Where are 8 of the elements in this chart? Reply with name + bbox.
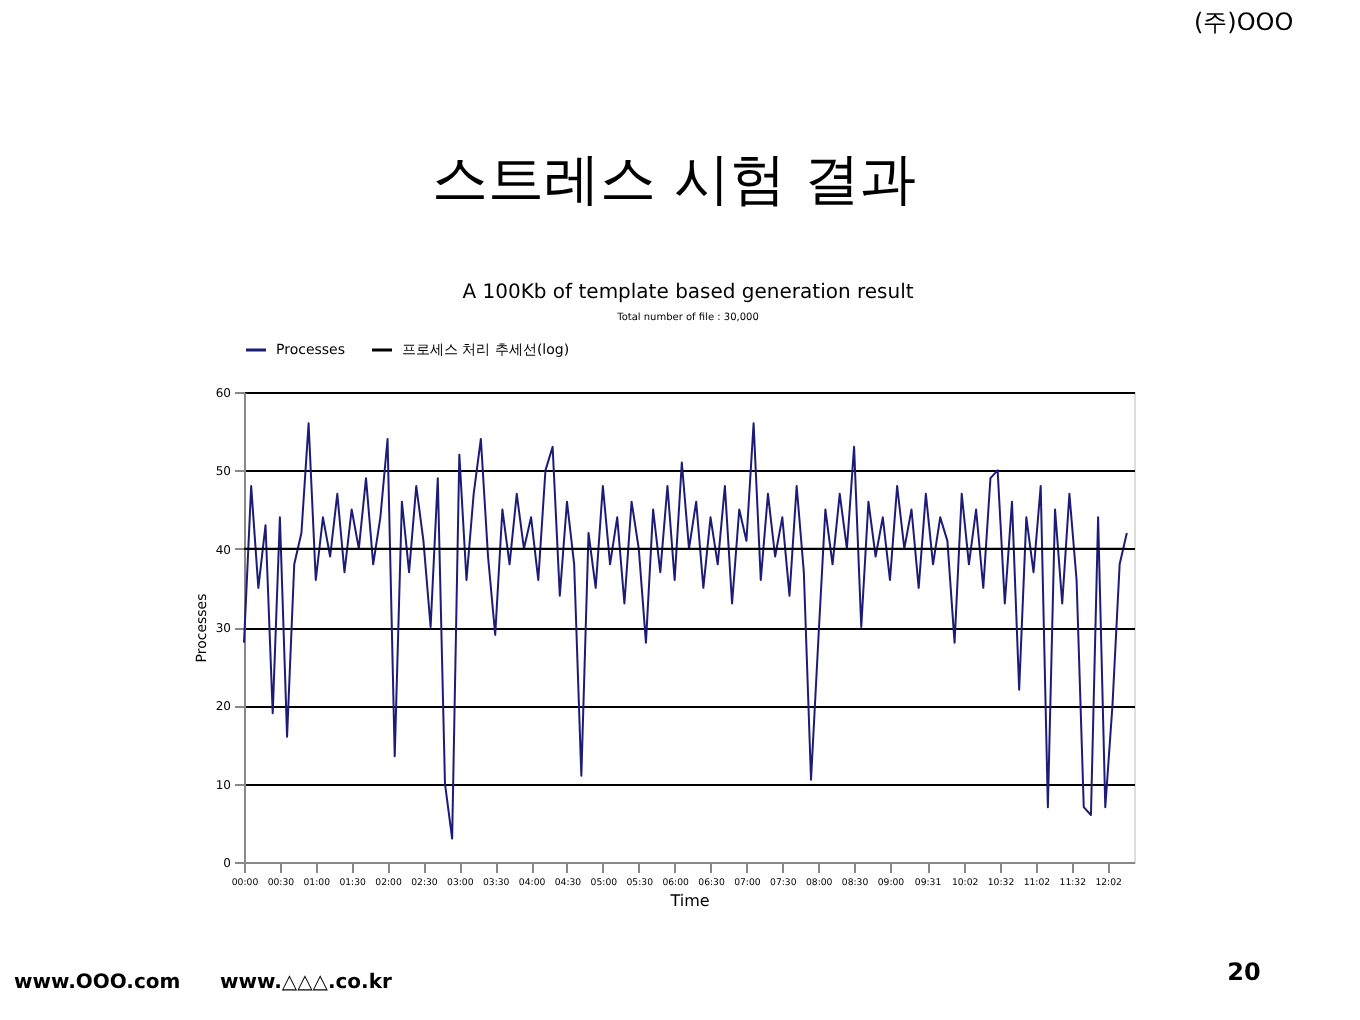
text: 스트레스 시험 결과 bbox=[432, 146, 916, 212]
x-axis-title: Time bbox=[668, 892, 710, 911]
text: (주)OOO bbox=[1194, 8, 1294, 36]
chart-title: A 100Kb of template based generation result bbox=[462, 282, 914, 304]
text: 20 bbox=[1227, 958, 1261, 986]
line-series bbox=[243, 422, 1128, 840]
text: www.△△△.co.kr bbox=[220, 972, 392, 994]
text: www.OOO.com bbox=[14, 972, 181, 994]
